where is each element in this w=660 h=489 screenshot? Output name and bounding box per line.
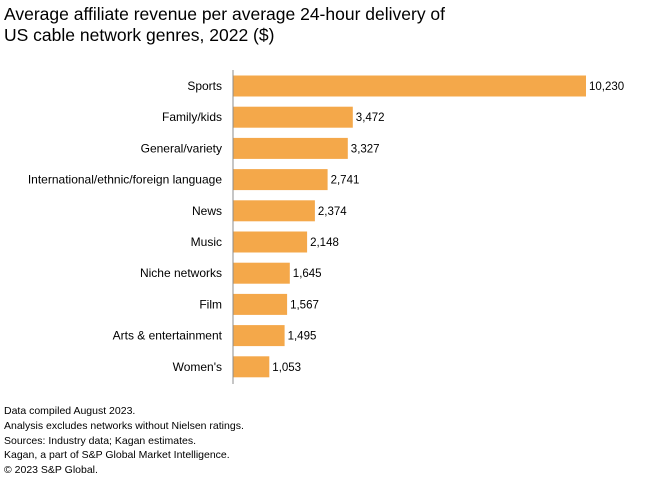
value-label: 1,053 xyxy=(272,362,301,374)
bar xyxy=(233,75,586,97)
value-label: 2,374 xyxy=(318,206,347,218)
category-labels-layer: Sports Family/kids General/variety Internat… xyxy=(28,79,223,374)
category-label: Niche networks xyxy=(140,266,222,280)
category-label: Sports xyxy=(187,79,222,93)
bar xyxy=(233,293,288,315)
source-notes: Data compiled August 2023. Analysis excl… xyxy=(4,404,644,478)
bar xyxy=(233,200,315,222)
value-label: 3,472 xyxy=(356,112,385,124)
value-label: 1,495 xyxy=(288,331,317,343)
note-line: Sources: Industry data; Kagan estimates. xyxy=(4,434,197,447)
value-label: 2,148 xyxy=(310,237,339,249)
category-label: International/ethnic/foreign language xyxy=(28,173,222,187)
bar xyxy=(233,137,348,159)
note-line: © 2023 S&P Global. xyxy=(4,464,98,477)
category-label: Arts & entertainment xyxy=(113,329,223,343)
bar xyxy=(233,325,285,347)
chart-title: Average affiliate revenue per average 24… xyxy=(4,4,624,46)
category-label: Women's xyxy=(173,360,222,374)
value-label: 1,645 xyxy=(293,268,322,280)
note-line: Kagan, a part of S&P Global Market Intel… xyxy=(4,449,230,462)
value-label: 2,741 xyxy=(331,175,360,187)
bars-layer xyxy=(233,75,586,378)
bar xyxy=(233,106,353,128)
value-label: 1,567 xyxy=(290,299,319,311)
note-line: Data compiled August 2023. xyxy=(4,405,136,417)
bar xyxy=(233,262,290,284)
bar xyxy=(233,231,308,253)
category-label: Music xyxy=(191,235,222,249)
chart-title-line-1: Average affiliate revenue per average 24… xyxy=(4,4,446,24)
value-label: 10,230 xyxy=(589,81,624,93)
chart-title-line-2: US cable network genres, 2022 ($) xyxy=(4,25,275,45)
category-label: General/variety xyxy=(141,141,222,155)
category-label: Family/kids xyxy=(162,110,222,124)
note-line: Analysis excludes networks without Niels… xyxy=(4,419,244,432)
value-label: 3,327 xyxy=(351,143,380,155)
value-labels-layer: 10,230 3,472 3,327 2,741 2,374 2,148 1,645 1,56… xyxy=(272,81,624,374)
bar xyxy=(233,356,270,378)
bar xyxy=(233,169,328,191)
category-label: Film xyxy=(199,297,222,311)
category-label: News xyxy=(192,204,222,218)
